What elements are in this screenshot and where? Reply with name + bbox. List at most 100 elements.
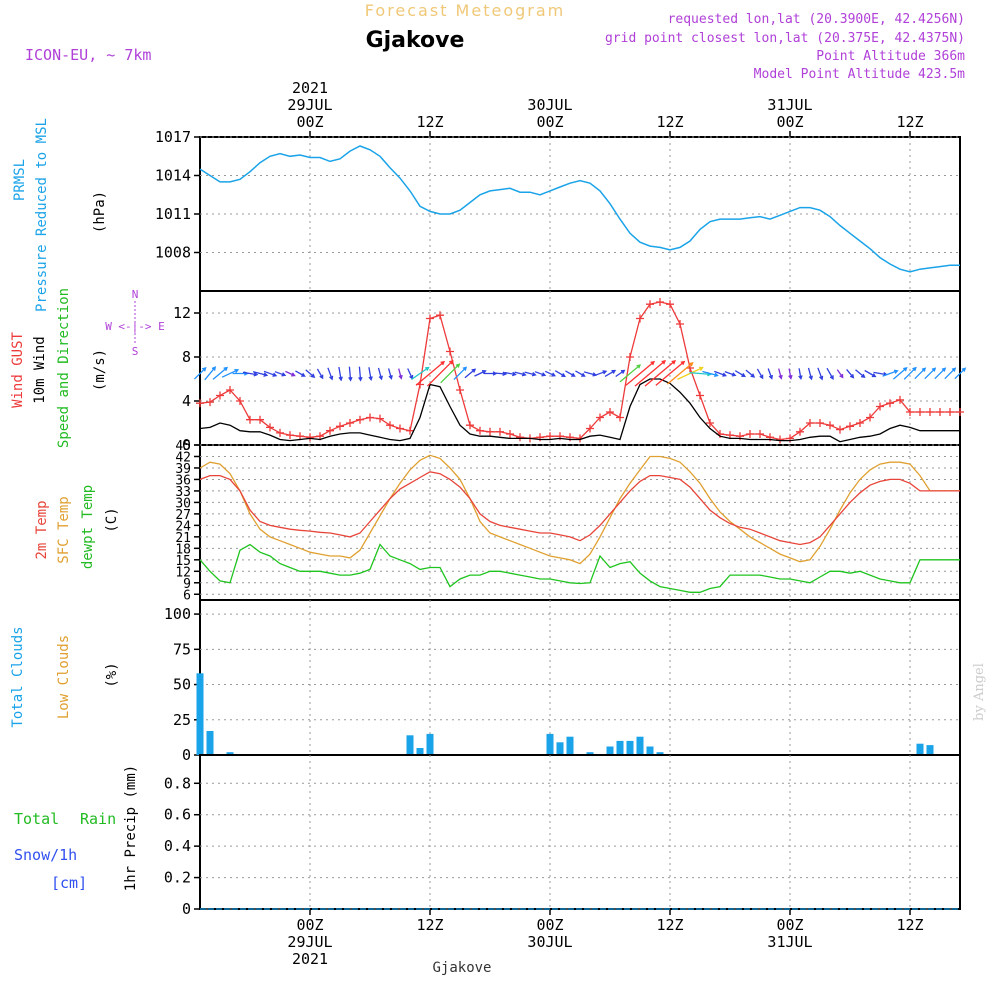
temperature-ytick-label: 24 bbox=[175, 519, 191, 534]
wind-direction-arrow bbox=[724, 370, 737, 377]
wind-direction-arrow bbox=[377, 367, 383, 381]
wind-gust-marker bbox=[776, 435, 784, 444]
wind-direction-arrow bbox=[348, 366, 353, 382]
top-axis-label: 00Z bbox=[536, 113, 563, 131]
temperature-ytick-label: 18 bbox=[175, 542, 191, 557]
wind-direction-arrow bbox=[756, 368, 764, 380]
wind-direction-arrow bbox=[604, 369, 617, 377]
wind-gust-marker bbox=[336, 422, 344, 431]
wind-gust-marker bbox=[756, 430, 764, 438]
wind-gust-marker bbox=[706, 419, 714, 427]
point-altitude: Point Altitude 366m bbox=[816, 49, 965, 64]
grid-point-coords: grid point closest lon,lat (20.375E, 42.… bbox=[605, 31, 965, 46]
wind-gust-marker bbox=[466, 421, 474, 430]
t2m-line bbox=[199, 471, 960, 546]
precip-labels: Total Rain Snow/1h [cm] 1hr Precip (mm) bbox=[14, 765, 139, 892]
wind-direction-arrow bbox=[864, 369, 877, 378]
wind-direction-arrow bbox=[524, 371, 537, 377]
top-axis-label: 12Z bbox=[656, 113, 683, 131]
temperature-ytick-label: 9 bbox=[183, 577, 191, 592]
wind-direction-arrow bbox=[575, 370, 586, 377]
product-title: Forecast Meteogram bbox=[365, 1, 565, 20]
wind-gust-marker bbox=[896, 395, 904, 404]
wind-panel: 0 4 8 12 bbox=[173, 290, 967, 454]
low-clouds-label: Low Clouds bbox=[56, 635, 72, 719]
top-axis-label: 31JUL bbox=[767, 96, 812, 114]
cloud-bar bbox=[656, 752, 664, 755]
cloud-bar bbox=[406, 735, 414, 755]
wind-ytick-label: 0 bbox=[182, 436, 191, 454]
wind-direction-arrow bbox=[474, 370, 487, 377]
model-altitude: Model Point Altitude 423.5m bbox=[754, 67, 965, 82]
cloud-bar bbox=[196, 673, 204, 755]
compass-south: S bbox=[132, 345, 139, 358]
wind-gust-marker bbox=[346, 419, 354, 427]
temperature-ytick-label: 21 bbox=[175, 531, 191, 546]
wind-gust-marker bbox=[816, 419, 824, 427]
wind-gust-marker bbox=[496, 427, 504, 436]
wind-direction-arrow bbox=[934, 367, 947, 380]
bottom-axis-label: 2021 bbox=[292, 950, 328, 968]
wind-gust-marker bbox=[256, 415, 264, 424]
wind-direction-arrow bbox=[274, 371, 287, 377]
top-axis-label: 2021 bbox=[292, 79, 328, 97]
cloud-labels: Total Clouds Low Clouds (%) bbox=[10, 626, 120, 727]
wind-direction-arrow bbox=[734, 370, 746, 377]
wind-direction-arrow bbox=[615, 369, 626, 378]
cloud-bar bbox=[636, 736, 644, 755]
wind-ytick-label: 8 bbox=[182, 348, 191, 366]
wind-gust-marker bbox=[956, 408, 964, 416]
wind-direction-arrow bbox=[767, 368, 773, 380]
wind-10m-label: 10m Wind bbox=[32, 336, 48, 403]
wind-direction-arrow bbox=[593, 370, 608, 377]
cloud-bar bbox=[606, 746, 614, 755]
wind-gust-marker bbox=[916, 408, 924, 416]
wind-gust-marker bbox=[276, 428, 284, 437]
pressure-ytick-label: 1008 bbox=[155, 244, 191, 262]
top-axis-label: 00Z bbox=[776, 113, 803, 131]
precip-unit-label: 1hr Precip (mm) bbox=[123, 765, 139, 891]
wind-gust-marker bbox=[396, 424, 404, 433]
bottom-axis-label: 12Z bbox=[656, 916, 683, 934]
top-axis-label: 30JUL bbox=[527, 96, 572, 114]
wind-gust-label: Wind GUST bbox=[10, 332, 26, 408]
prmsl-label: PRMSL bbox=[12, 159, 28, 201]
temperature-ytick-label: 30 bbox=[175, 496, 191, 511]
wind-gust-marker bbox=[906, 408, 914, 416]
wind-gust-marker bbox=[886, 399, 894, 408]
clouds-ytick-label: 100 bbox=[164, 605, 191, 623]
cloud-bar bbox=[586, 752, 594, 755]
wind-gust-marker bbox=[476, 426, 484, 435]
wind-gust-marker bbox=[656, 298, 664, 306]
wind-gust-marker bbox=[696, 391, 704, 400]
celsius-unit-label: (C) bbox=[104, 507, 120, 532]
wind-direction-arrow bbox=[285, 370, 296, 377]
watermark: by Angel bbox=[972, 663, 987, 721]
top-axis-label: 12Z bbox=[896, 113, 923, 131]
pressure-labels: PRMSL Pressure Reduced to MSL (hPa) bbox=[12, 118, 108, 312]
wind-gust-marker bbox=[386, 421, 394, 430]
wind-direction-arrow bbox=[464, 368, 477, 379]
wind-gust-marker bbox=[636, 314, 644, 323]
wind-direction-arrow bbox=[634, 360, 667, 387]
wind-direction-arrow bbox=[944, 367, 957, 380]
wind-direction-arrow bbox=[398, 368, 403, 380]
wind-direction-arrow bbox=[807, 367, 813, 381]
wind-gust-marker bbox=[326, 426, 334, 435]
wind-gust-marker bbox=[196, 399, 204, 408]
wind-labels: Wind GUST 10m Wind Speed and Direction (… bbox=[10, 288, 165, 448]
wind-direction-arrow bbox=[426, 359, 454, 387]
temperature-ytick-label: 33 bbox=[175, 485, 191, 500]
cloud-bar bbox=[926, 745, 934, 755]
wind-gust-marker bbox=[216, 391, 224, 400]
wind-gust-marker bbox=[446, 347, 454, 356]
hpa-unit-label: (hPa) bbox=[92, 191, 108, 233]
pressure-ytick-label: 1014 bbox=[155, 167, 191, 185]
total-label: Total bbox=[14, 810, 59, 828]
wind-direction-arrow bbox=[387, 368, 393, 380]
wind-direction-arrow bbox=[855, 369, 866, 379]
sfc-temp-label: SFC Temp bbox=[56, 496, 72, 563]
wind-direction-arrow bbox=[619, 364, 642, 383]
